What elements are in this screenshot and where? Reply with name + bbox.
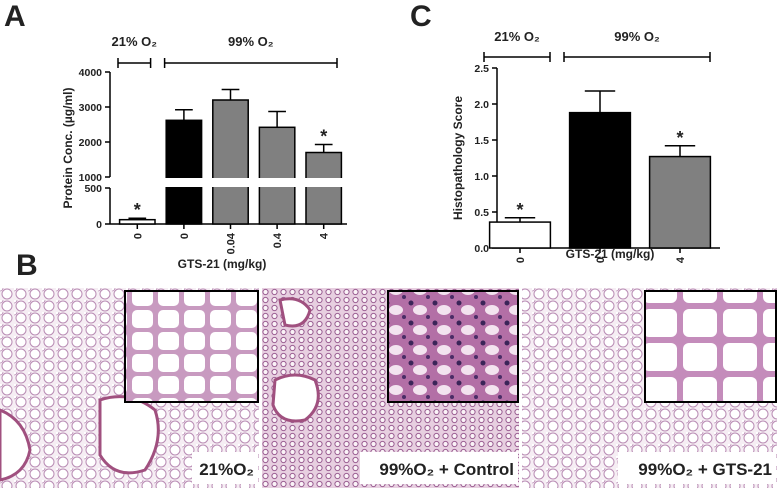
significance-mark: *	[676, 128, 683, 148]
significance-mark: *	[516, 200, 523, 220]
bar	[305, 151, 343, 225]
x-tick-label: 0	[595, 257, 607, 263]
x-axis-label: GTS-21 (mg/kg)	[566, 247, 655, 261]
bracket-label: 99% O₂	[228, 34, 274, 49]
x-tick-label: 0	[179, 233, 191, 239]
panel-label: A	[4, 0, 26, 33]
bar	[568, 111, 632, 249]
y-tick-label: 2000	[79, 137, 103, 149]
y-tick-label: 3000	[79, 102, 103, 114]
x-tick-label: 0	[515, 257, 527, 263]
bar	[648, 155, 712, 249]
bracket-label: 21% O₂	[494, 29, 540, 44]
bar	[258, 126, 296, 225]
inset	[387, 290, 519, 403]
y-axis-label: Protein Conc. (µg/ml)	[61, 88, 75, 209]
panel-label: B	[16, 249, 38, 282]
bracket-label: 99% O₂	[614, 29, 660, 44]
image-caption: 99%O₂ + Control	[379, 460, 514, 479]
y-tick-label: 0.0	[474, 243, 489, 255]
inset	[124, 290, 259, 403]
y-axis-label: Histopathology Score	[451, 96, 465, 220]
axis-break	[112, 178, 349, 187]
x-tick-label: 0.04	[226, 232, 238, 254]
vessel	[278, 297, 312, 328]
y-tick-label: 0.5	[474, 207, 489, 219]
bar	[488, 221, 552, 249]
x-tick-label: 4	[675, 256, 687, 263]
image-caption: 99%O₂ + GTS-21	[638, 460, 772, 479]
y-tick-label: 1000	[79, 172, 103, 184]
image-caption: 21%O₂	[199, 460, 254, 479]
bracket-label: 21% O₂	[112, 34, 158, 49]
significance-mark: *	[320, 126, 327, 146]
y-tick-label: 2.0	[474, 99, 489, 111]
caption-box	[360, 452, 518, 484]
panel-label: C	[410, 0, 432, 33]
x-tick-label: 0	[132, 233, 144, 239]
vessel	[0, 408, 32, 482]
y-tick-label: 500	[84, 183, 102, 195]
caption-box	[618, 452, 776, 484]
y-tick-label: 0	[96, 219, 102, 231]
significance-mark: *	[134, 200, 141, 220]
bar	[165, 119, 203, 225]
y-tick-label: 4000	[79, 67, 103, 79]
y-tick-label: 2.5	[474, 63, 489, 75]
bar	[118, 218, 156, 225]
x-axis-label: GTS-21 (mg/kg)	[178, 257, 267, 271]
vessel	[271, 373, 320, 423]
histology-panels: 21%O₂ 99%O₂ + Control 99%O₂ + GTS-21	[0, 288, 777, 488]
y-tick-label: 1.5	[474, 135, 489, 147]
x-tick-label: 0.4	[272, 232, 284, 248]
inset	[644, 290, 777, 403]
bar	[212, 99, 249, 225]
vessel	[98, 395, 160, 475]
x-tick-label: 4	[319, 232, 331, 239]
y-tick-label: 1.0	[474, 171, 489, 183]
caption-box	[192, 452, 258, 484]
